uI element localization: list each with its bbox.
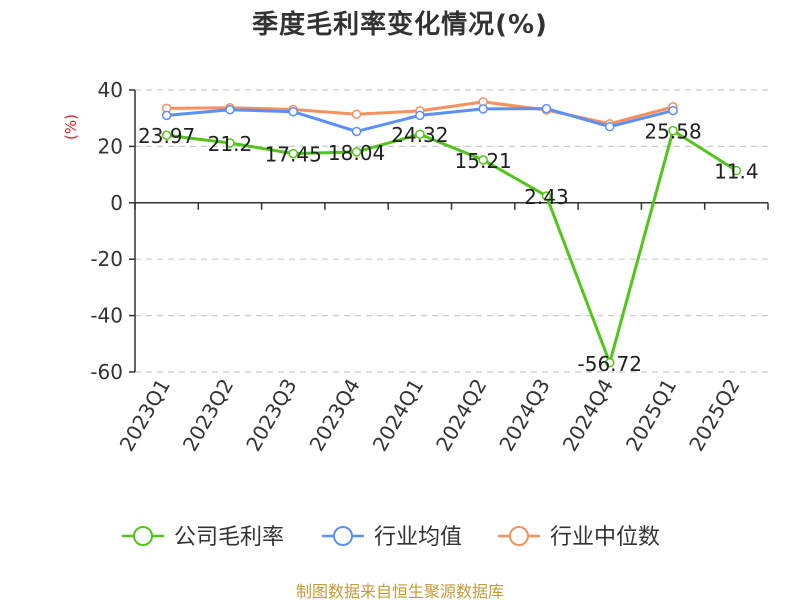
y-tick-label: -20 (90, 247, 123, 271)
data-label: 21.2 (208, 132, 253, 156)
data-label: 18.04 (328, 141, 385, 165)
data-point (541, 103, 552, 114)
y-tick-label: -40 (90, 304, 123, 328)
series-line (166, 129, 738, 365)
y-tick-label: 0 (110, 191, 123, 215)
data-point (288, 106, 298, 117)
data-label: 17.45 (265, 143, 322, 167)
data-point (161, 130, 172, 140)
data-point (478, 155, 488, 165)
data-label: 2.43 (524, 185, 569, 209)
data-label: 25.58 (644, 120, 701, 144)
y-axis-unit-label: (%) (62, 114, 80, 140)
data-point (731, 165, 742, 176)
y-tick-label: 20 (98, 134, 123, 158)
x-tick-label: 2023Q3 (241, 375, 301, 456)
data-point (351, 126, 362, 137)
data-label: 23.97 (138, 124, 195, 148)
data-point (478, 104, 488, 114)
x-tick-label: 2024Q2 (431, 375, 491, 456)
legend-marker (133, 526, 153, 546)
data-point (225, 138, 235, 148)
data-label: -56.72 (578, 352, 642, 376)
data-point (351, 147, 362, 157)
source-note: 制图数据来自恒生聚源数据库 (295, 582, 504, 601)
data-point (161, 110, 172, 121)
chart-title: 季度毛利率变化情况(%) (252, 10, 548, 40)
data-point (605, 121, 615, 132)
data-point (288, 148, 298, 159)
x-tick-label: 2023Q2 (178, 375, 238, 456)
data-point (351, 109, 362, 120)
x-tick-label: 2025Q2 (684, 375, 744, 456)
x-tick-label: 2023Q1 (115, 375, 175, 456)
legend-marker (509, 526, 529, 546)
x-tick-label: 2025Q1 (621, 375, 681, 456)
data-point (225, 104, 235, 115)
x-tick-label: 2023Q4 (304, 375, 364, 456)
data-label: 15.21 (455, 149, 512, 173)
legend-label: 行业中位数 (550, 525, 660, 550)
x-tick-label: 2024Q4 (558, 375, 618, 456)
legend-label: 公司毛利率 (174, 525, 284, 550)
y-tick-label: 40 (98, 78, 123, 102)
x-tick-label: 2024Q1 (368, 375, 428, 456)
data-label: 11.4 (714, 160, 759, 184)
data-point (605, 358, 615, 368)
data-point (668, 125, 678, 136)
y-tick-label: -60 (90, 360, 123, 384)
legend-label: 行业均值 (374, 525, 462, 550)
data-point (668, 105, 678, 116)
legend-marker (333, 526, 353, 546)
data-point (541, 191, 552, 201)
data-point (415, 129, 425, 139)
legend: 公司毛利率 行业均值 行业中位数 (122, 525, 660, 550)
x-tick-label: 2024Q3 (494, 375, 554, 456)
series-lines (161, 97, 742, 368)
data-point (415, 110, 425, 121)
data-label: 24.32 (391, 123, 448, 147)
